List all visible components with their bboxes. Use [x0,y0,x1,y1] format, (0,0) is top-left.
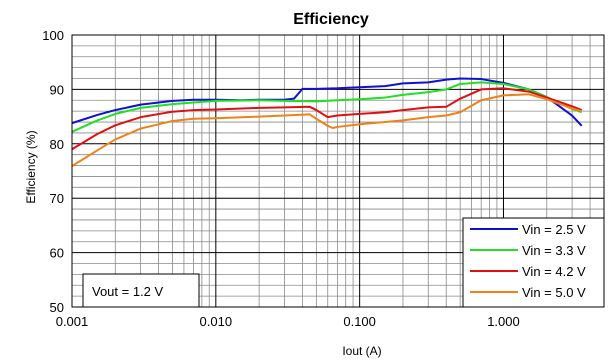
y-tick-label: 50 [50,300,64,315]
y-tick-label: 70 [50,191,64,206]
x-axis-label: Iout (A) [342,344,381,358]
y-tick-label: 60 [50,246,64,261]
x-tick-label: 1.000 [487,314,520,329]
legend-label-3: Vin = 4.2 V [522,264,586,279]
y-tick-labels: 50 60 70 80 90 100 [42,28,64,315]
legend-label-2: Vin = 3.3 V [522,243,586,258]
x-tick-label: 0.100 [343,314,376,329]
series-line-3 [71,87,583,151]
y-tick-label: 80 [50,137,64,152]
legend: Vin = 2.5 V Vin = 3.3 V Vin = 4.2 V Vin = 5… [462,217,605,308]
x-tick-label: 0.010 [200,314,233,329]
annotation-text: Vout = 1.2 V [92,284,164,299]
x-tick-label: 0.001 [56,314,89,329]
plot-frame [71,34,605,308]
x-tick-labels: 0.001 0.010 0.100 1.000 [56,314,520,329]
annotation-box: Vout = 1.2 V [82,273,200,308]
y-axis-label: Efficiency (%) [24,130,38,203]
legend-label-1: Vin = 2.5 V [522,222,586,237]
series-line-2 [71,81,583,133]
series-line-4 [71,93,582,167]
chart-title: Efficiency [293,11,369,28]
y-tick-label: 90 [50,82,64,97]
legend-label-4: Vin = 5.0 V [522,285,586,300]
series-lines [71,77,583,167]
y-tick-label: 100 [42,28,64,43]
series-line-1 [71,77,583,127]
